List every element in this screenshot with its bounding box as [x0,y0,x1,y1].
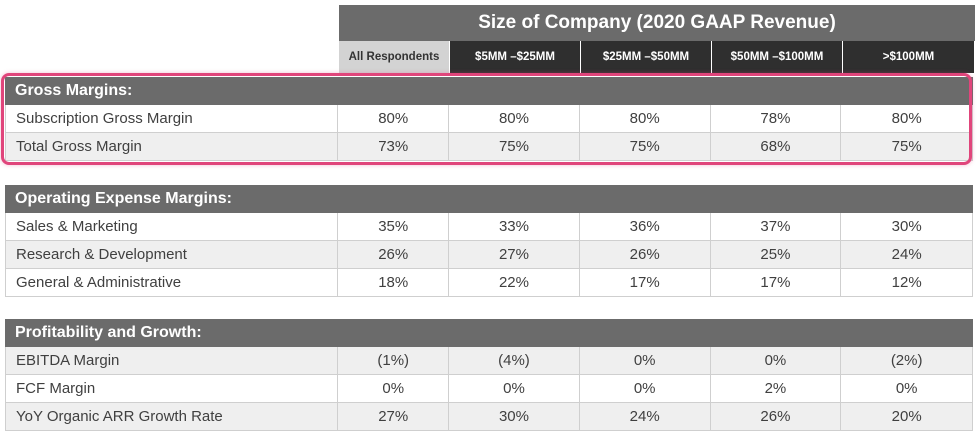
table-cell: 0% [580,347,711,374]
column-header: $25MM –$50MM [581,41,712,73]
table-cell: 0% [711,347,842,374]
table-cell: 12% [841,269,974,296]
table-cell: 75% [449,133,580,160]
section-operating-expense-margins: Operating Expense Margins: Sales & Marke… [5,185,974,297]
row-label: EBITDA Margin [5,347,339,374]
table-row: FCF Margin 0% 0% 0% 2% 0% [5,375,974,403]
table-cell: 80% [841,105,974,132]
table-cell: 2% [711,375,842,402]
table-cell: 0% [580,375,711,402]
table-cell: 27% [449,241,580,268]
table-cell: 33% [449,213,580,240]
table-cell: 24% [580,403,711,430]
table-cell: 68% [711,133,842,160]
row-label: Total Gross Margin [5,133,339,160]
table-cell: 0% [841,375,974,402]
table-cell: 18% [338,269,450,296]
table-cell: 78% [711,105,842,132]
section-title: Profitability and Growth: [5,319,973,347]
row-label: FCF Margin [5,375,339,402]
table-cell: 35% [338,213,450,240]
table-cell: 17% [711,269,842,296]
table-row: YoY Organic ARR Growth Rate 27% 30% 24% … [5,403,974,431]
table-cell: 30% [449,403,580,430]
table-cell: 75% [841,133,974,160]
table-row: EBITDA Margin (1%) (4%) 0% 0% (2%) [5,347,974,375]
row-label: YoY Organic ARR Growth Rate [5,403,339,430]
table-cell: 30% [841,213,974,240]
table-cell: (1%) [338,347,450,374]
table-cell: 25% [711,241,842,268]
section-title: Gross Margins: [5,77,973,105]
column-header: All Respondents [339,41,450,73]
table-cell: 17% [580,269,711,296]
row-label: Sales & Marketing [5,213,339,240]
table-cell: 22% [449,269,580,296]
table-row: Total Gross Margin 73% 75% 75% 68% 75% [5,133,974,161]
section-profitability-growth: Profitability and Growth: EBITDA Margin … [5,319,974,431]
table-cell: 26% [580,241,711,268]
section-gross-margins: Gross Margins: Subscription Gross Margin… [5,77,974,161]
table-cell: 26% [711,403,842,430]
row-label: Subscription Gross Margin [5,105,339,132]
table-cell: 0% [449,375,580,402]
table-row: Sales & Marketing 35% 33% 36% 37% 30% [5,213,974,241]
table-row: Subscription Gross Margin 80% 80% 80% 78… [5,105,974,133]
table-cell: 80% [338,105,450,132]
section-title: Operating Expense Margins: [5,185,973,213]
table-cell: 27% [338,403,450,430]
table-cell: (2%) [841,347,974,374]
column-header: >$100MM [843,41,975,73]
table-cell: 24% [841,241,974,268]
table-cell: 73% [338,133,450,160]
table-cell: 37% [711,213,842,240]
row-label: Research & Development [5,241,339,268]
table-cell: 75% [580,133,711,160]
table-cell: 26% [338,241,450,268]
column-headers: All Respondents $5MM –$25MM $25MM –$50MM… [339,41,975,73]
table-row: General & Administrative 18% 22% 17% 17%… [5,269,974,297]
column-header: $5MM –$25MM [450,41,581,73]
table-row: Research & Development 26% 27% 26% 25% 2… [5,241,974,269]
table-cell: 20% [841,403,974,430]
table-cell: 0% [338,375,450,402]
table-cell: 80% [580,105,711,132]
row-label: General & Administrative [5,269,339,296]
table-cell: 80% [449,105,580,132]
column-header: $50MM –$100MM [712,41,843,73]
table-title: Size of Company (2020 GAAP Revenue) [339,5,975,41]
table-cell: 36% [580,213,711,240]
table-cell: (4%) [449,347,580,374]
